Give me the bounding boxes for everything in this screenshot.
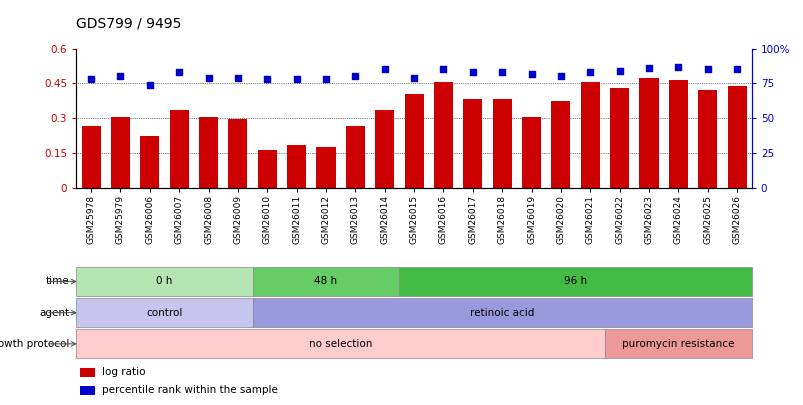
- Point: [730, 66, 743, 73]
- Text: 96 h: 96 h: [563, 277, 586, 286]
- Text: agent: agent: [39, 308, 70, 318]
- Bar: [79, 368, 95, 377]
- Point: [114, 73, 127, 80]
- Bar: [463, 98, 482, 188]
- Bar: [76, 267, 252, 296]
- Text: 48 h: 48 h: [314, 277, 337, 286]
- Bar: [375, 110, 393, 188]
- Bar: [252, 267, 399, 296]
- Bar: [258, 149, 276, 188]
- Point: [642, 65, 654, 71]
- Point: [524, 70, 537, 77]
- Bar: [727, 86, 746, 188]
- Bar: [668, 80, 687, 188]
- Bar: [399, 267, 751, 296]
- Point: [202, 75, 214, 81]
- Bar: [609, 88, 629, 188]
- Bar: [76, 298, 252, 327]
- Point: [613, 68, 626, 74]
- Bar: [551, 101, 569, 188]
- Text: growth protocol: growth protocol: [0, 339, 70, 349]
- Bar: [111, 117, 130, 188]
- Point: [143, 81, 156, 88]
- Point: [495, 69, 508, 75]
- Bar: [81, 126, 100, 188]
- Text: puromycin resistance: puromycin resistance: [622, 339, 734, 349]
- Text: percentile rank within the sample: percentile rank within the sample: [102, 386, 278, 395]
- Point: [231, 75, 244, 81]
- Point: [349, 73, 361, 80]
- Text: log ratio: log ratio: [102, 367, 145, 377]
- Bar: [79, 386, 95, 395]
- Text: retinoic acid: retinoic acid: [470, 308, 534, 318]
- Text: time: time: [46, 277, 70, 286]
- Bar: [287, 145, 306, 188]
- Text: control: control: [146, 308, 182, 318]
- Point: [671, 64, 684, 70]
- Text: no selection: no selection: [308, 339, 372, 349]
- Point: [700, 66, 713, 73]
- Point: [583, 69, 596, 75]
- Point: [173, 69, 185, 75]
- Text: 0 h: 0 h: [156, 277, 173, 286]
- Bar: [492, 98, 511, 188]
- Bar: [638, 78, 658, 188]
- Point: [377, 66, 390, 73]
- Bar: [169, 110, 189, 188]
- Text: GDS799 / 9495: GDS799 / 9495: [76, 16, 181, 30]
- Point: [84, 76, 97, 83]
- Bar: [140, 136, 159, 188]
- Bar: [228, 119, 247, 188]
- Bar: [76, 329, 604, 358]
- Point: [466, 69, 479, 75]
- Point: [319, 76, 332, 83]
- Bar: [198, 117, 218, 188]
- Point: [407, 75, 420, 81]
- Point: [290, 76, 303, 83]
- Bar: [316, 147, 335, 188]
- Bar: [252, 298, 751, 327]
- Bar: [580, 82, 599, 188]
- Bar: [404, 94, 423, 188]
- Bar: [604, 329, 751, 358]
- Bar: [521, 117, 540, 188]
- Bar: [345, 126, 365, 188]
- Point: [260, 76, 273, 83]
- Point: [437, 66, 450, 73]
- Bar: [434, 82, 452, 188]
- Bar: [697, 90, 716, 188]
- Point: [554, 73, 567, 80]
